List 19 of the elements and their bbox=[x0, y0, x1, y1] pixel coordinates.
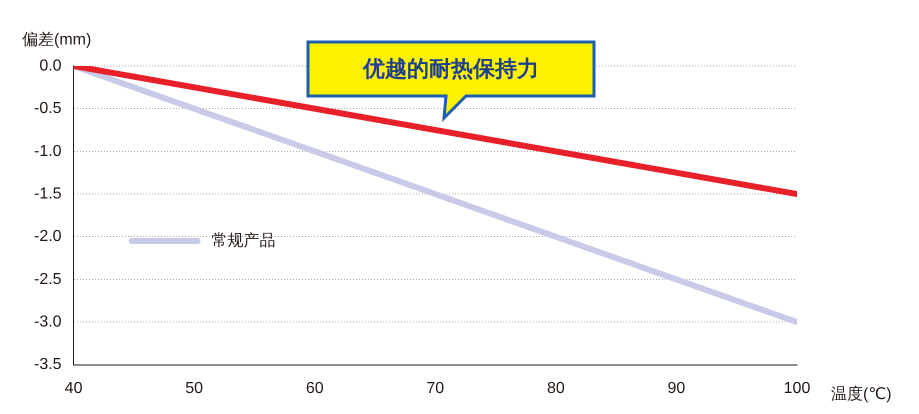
y-tick-label: -0.5 bbox=[34, 100, 62, 118]
x-tick-label: 80 bbox=[546, 380, 565, 397]
annotation: 优越的耐热保持力 bbox=[362, 56, 539, 82]
x-tick-label: 100 bbox=[784, 380, 810, 397]
x-tick-label: 60 bbox=[306, 380, 324, 397]
x-tick-label: 90 bbox=[668, 380, 686, 397]
y-axis-title: 偏差(mm) bbox=[22, 30, 92, 48]
y-tick-label: -2.5 bbox=[34, 270, 62, 288]
y-tick-label: -3.0 bbox=[34, 314, 62, 331]
legend-label: 常规产品 bbox=[212, 231, 276, 250]
y-tick-label: -2.0 bbox=[34, 228, 62, 246]
y-tick-label: -3.5 bbox=[34, 356, 62, 374]
x-tick-label: 50 bbox=[185, 380, 204, 397]
x-tick-label: 40 bbox=[64, 380, 83, 397]
y-tick-label: -1.0 bbox=[34, 142, 62, 160]
x-axis-title: 温度(℃) bbox=[831, 385, 892, 404]
x-tick-label: 70 bbox=[426, 380, 444, 397]
y-tick-label: -1.5 bbox=[34, 185, 62, 202]
y-tick-label: 0.0 bbox=[39, 57, 62, 74]
